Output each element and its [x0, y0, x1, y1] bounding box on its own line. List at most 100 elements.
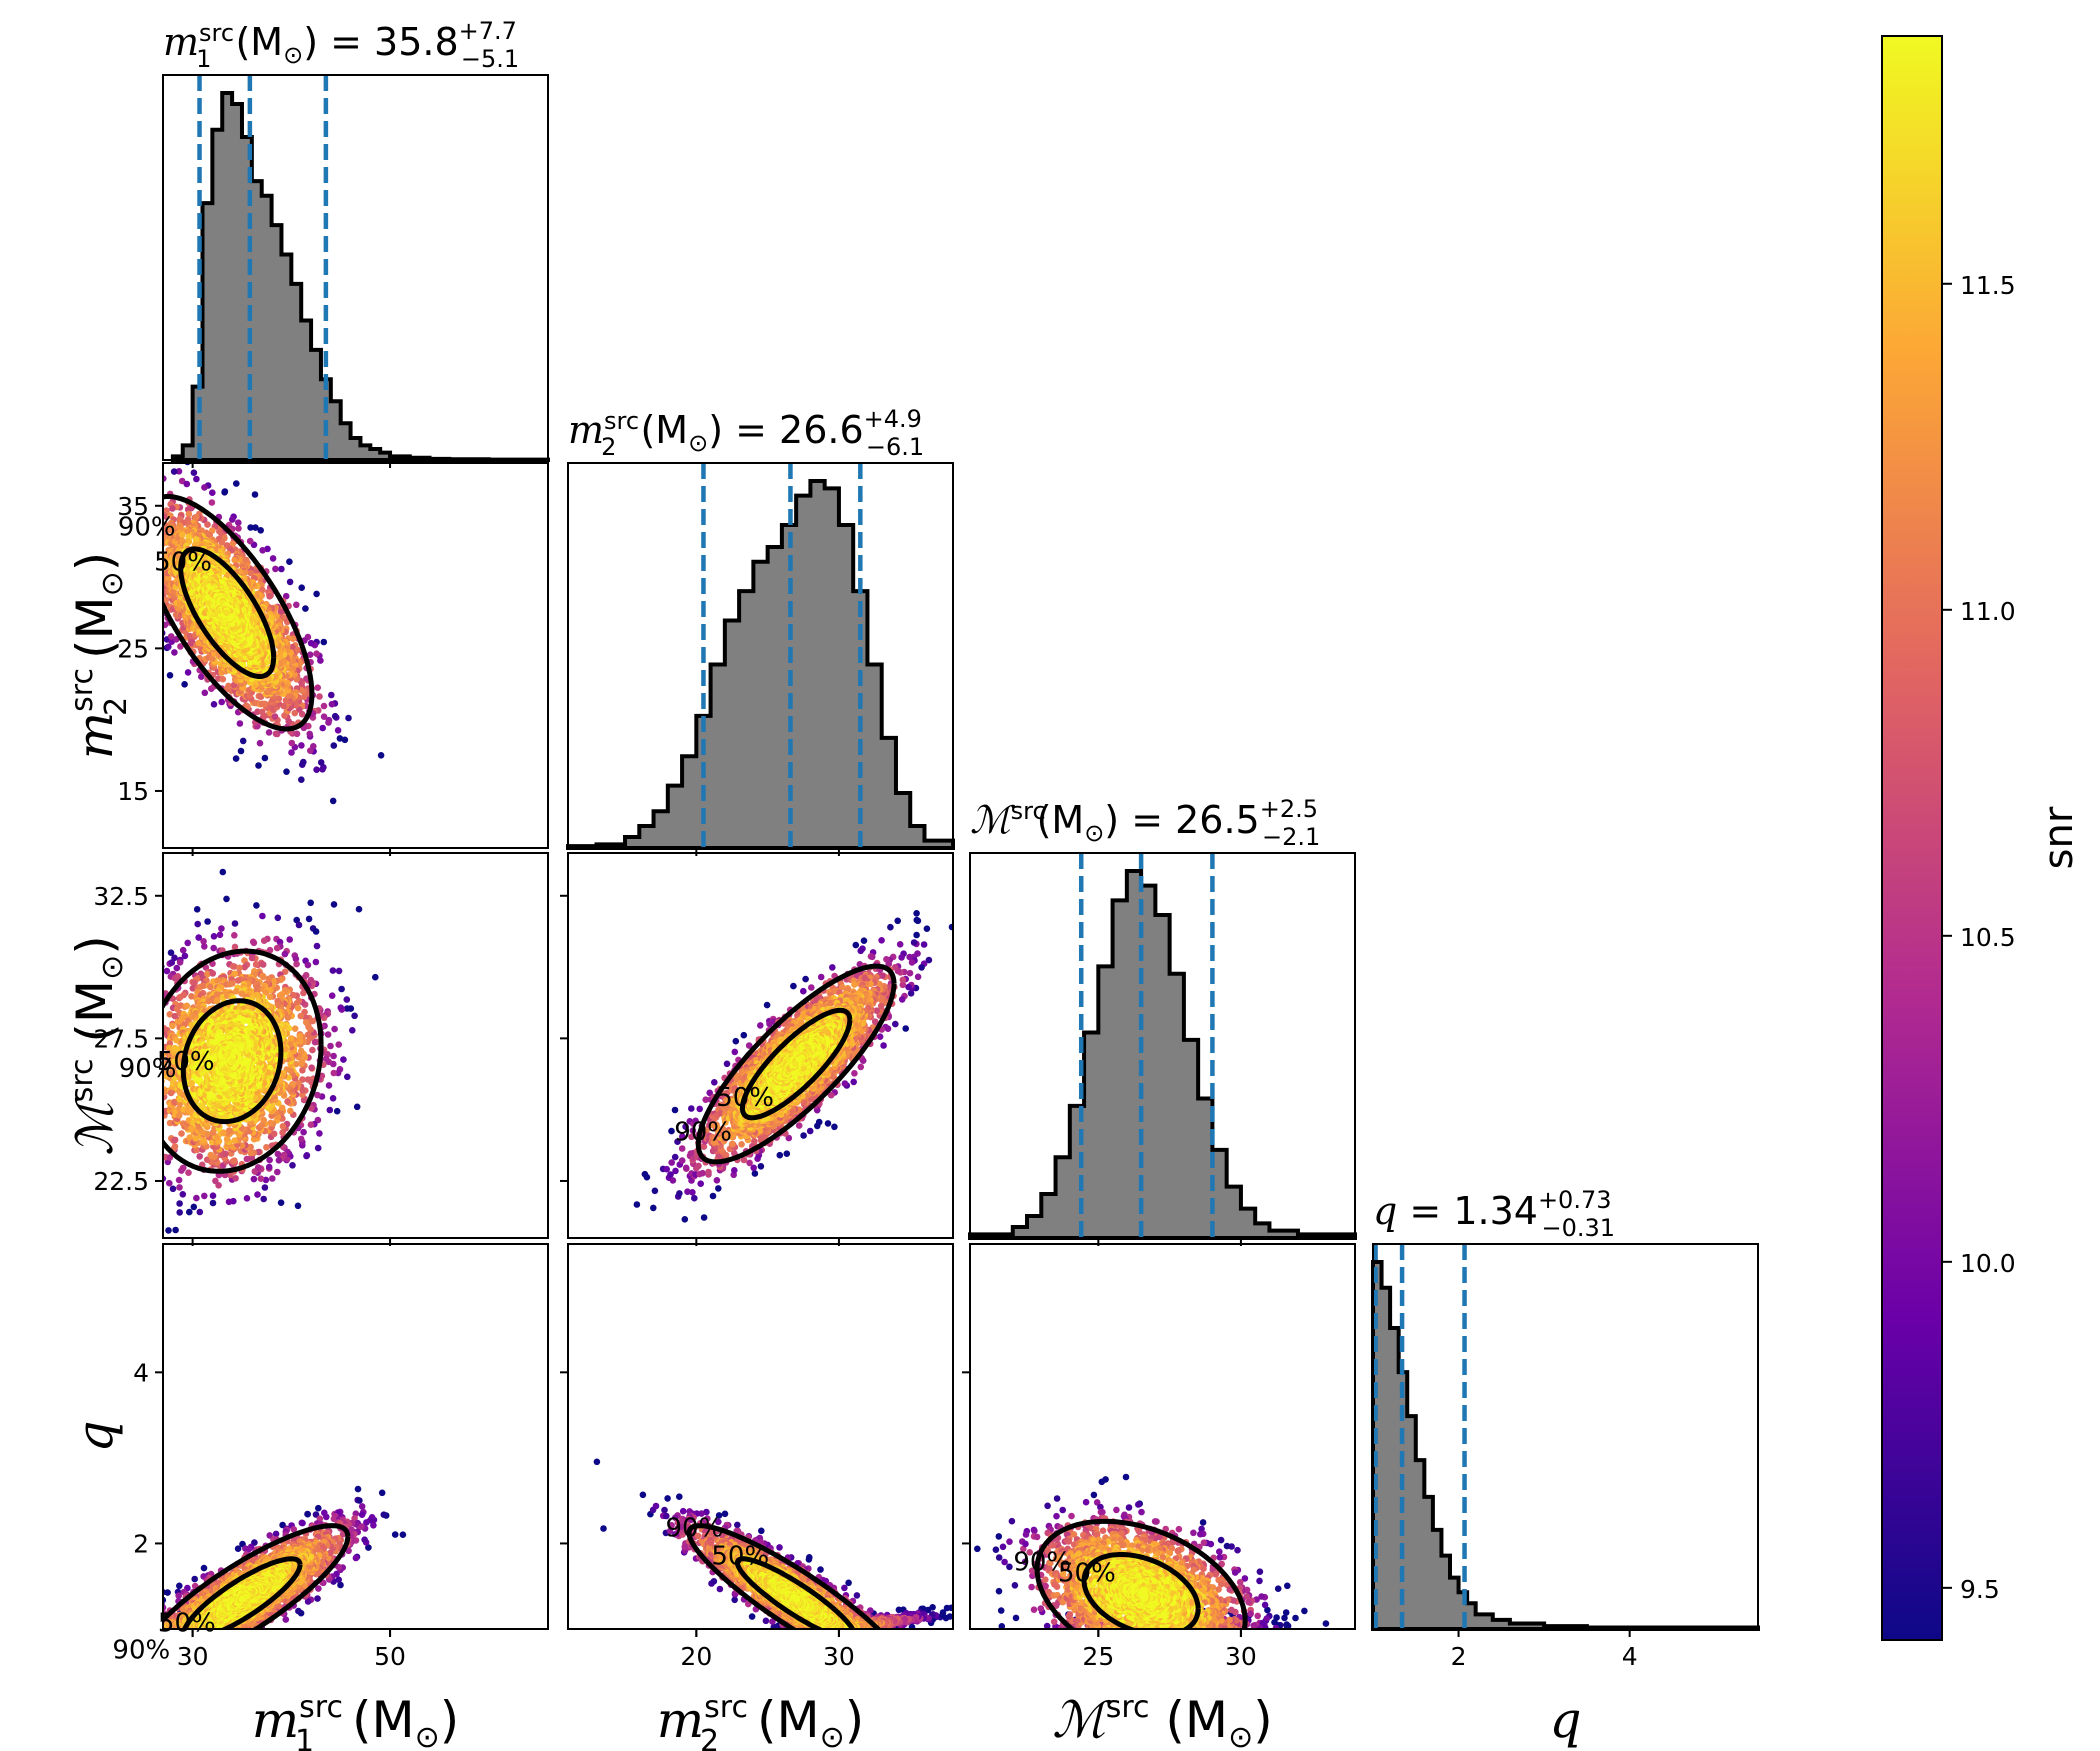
sample-point	[258, 1121, 266, 1129]
sample-point	[148, 1113, 155, 1120]
sample-point	[273, 944, 281, 952]
title-mc: ℳsrc (M⊙) = 26.5+2.5 −2.1	[970, 795, 1320, 851]
sample-point	[335, 1041, 342, 1048]
sample-point	[118, 467, 125, 474]
sample-point	[166, 1179, 173, 1187]
sample-point	[307, 1121, 315, 1128]
sample-point	[171, 1136, 179, 1144]
sample-point	[142, 1111, 149, 1118]
sample-point	[311, 1038, 319, 1046]
sample-point	[295, 921, 303, 929]
sample-point	[259, 961, 267, 968]
sample-point	[167, 526, 174, 534]
sample-point	[271, 713, 279, 720]
sample-point	[146, 576, 153, 583]
sample-point	[171, 649, 178, 656]
sample-point	[176, 959, 184, 966]
sample-point	[251, 491, 259, 498]
sample-point	[200, 1137, 207, 1144]
sample-point	[150, 1024, 157, 1031]
sample-point	[137, 479, 144, 486]
sample-point	[203, 1073, 210, 1080]
sample-point	[257, 527, 264, 534]
sample-point	[121, 472, 128, 479]
sample-point	[140, 1104, 147, 1111]
sample-point	[150, 478, 157, 485]
sample-point	[353, 1103, 361, 1111]
sample-point	[231, 943, 239, 951]
sample-point	[274, 1150, 282, 1158]
sample-point	[307, 639, 315, 647]
sample-point	[154, 1133, 161, 1140]
sample-point	[257, 1175, 265, 1182]
sample-point	[312, 958, 320, 966]
sample-point	[341, 736, 349, 744]
sample-point	[255, 1049, 262, 1057]
sample-point	[319, 724, 326, 732]
sample-point	[288, 749, 295, 756]
sample-point	[261, 1184, 269, 1191]
sample-point	[154, 1197, 161, 1204]
sample-point	[136, 1089, 143, 1096]
sample-point	[300, 989, 307, 997]
sample-point	[291, 1025, 299, 1032]
sample-point	[133, 958, 140, 965]
hist-panel-m2: msrc 2 (M⊙) = 26.6+4.9 −6.1	[566, 405, 955, 856]
sample-point	[233, 480, 240, 487]
sample-point	[219, 675, 227, 683]
sample-point	[208, 499, 216, 506]
sample-point	[201, 943, 208, 950]
sample-point	[176, 1200, 183, 1207]
sample-point	[274, 914, 282, 922]
sample-point	[349, 1027, 356, 1034]
sample-point	[253, 902, 260, 909]
y-tick-label: 35	[117, 492, 149, 521]
sample-point	[298, 742, 305, 749]
sample-point	[306, 651, 314, 658]
sample-point	[190, 469, 198, 476]
sample-point	[269, 555, 277, 562]
sample-point	[134, 594, 141, 601]
sample-point	[102, 510, 109, 517]
sample-point	[241, 1017, 249, 1024]
sample-point	[175, 468, 183, 475]
sample-point	[149, 1153, 156, 1160]
sample-point	[298, 1060, 305, 1067]
sample-point	[87, 477, 94, 484]
sample-point	[344, 1073, 351, 1081]
sample-point	[185, 1169, 192, 1176]
sample-point	[214, 977, 221, 984]
sample-point	[137, 1123, 144, 1130]
sample-point	[129, 1121, 136, 1128]
sample-point	[231, 1157, 238, 1164]
sample-point	[181, 952, 189, 960]
scatter-panel-m1-mc: 50%90%22.527.532.5	[93, 852, 549, 1246]
sample-point	[184, 669, 192, 676]
sample-point	[133, 1015, 140, 1022]
sample-point	[166, 1154, 174, 1161]
sample-point	[138, 1102, 145, 1109]
sample-point	[266, 946, 274, 954]
sample-point	[260, 937, 268, 944]
sample-point	[237, 747, 245, 755]
sample-point	[144, 545, 151, 552]
sample-point	[277, 1199, 285, 1206]
sample-point	[144, 1089, 151, 1096]
sample-point	[320, 638, 328, 646]
sample-point	[225, 682, 232, 690]
sample-point	[333, 1107, 341, 1115]
sample-point	[317, 657, 324, 664]
sample-point	[148, 593, 155, 600]
sample-point	[265, 1163, 273, 1171]
sample-point	[233, 988, 240, 995]
sample-point	[153, 982, 160, 989]
sample-point	[156, 594, 163, 601]
sample-point	[151, 1096, 158, 1103]
sample-point	[212, 1177, 219, 1185]
sample-point	[327, 1042, 334, 1050]
sample-point	[145, 1100, 152, 1107]
sample-point	[345, 714, 352, 722]
sample-point	[305, 915, 313, 923]
sample-point	[300, 693, 308, 701]
sample-point	[279, 1123, 287, 1130]
